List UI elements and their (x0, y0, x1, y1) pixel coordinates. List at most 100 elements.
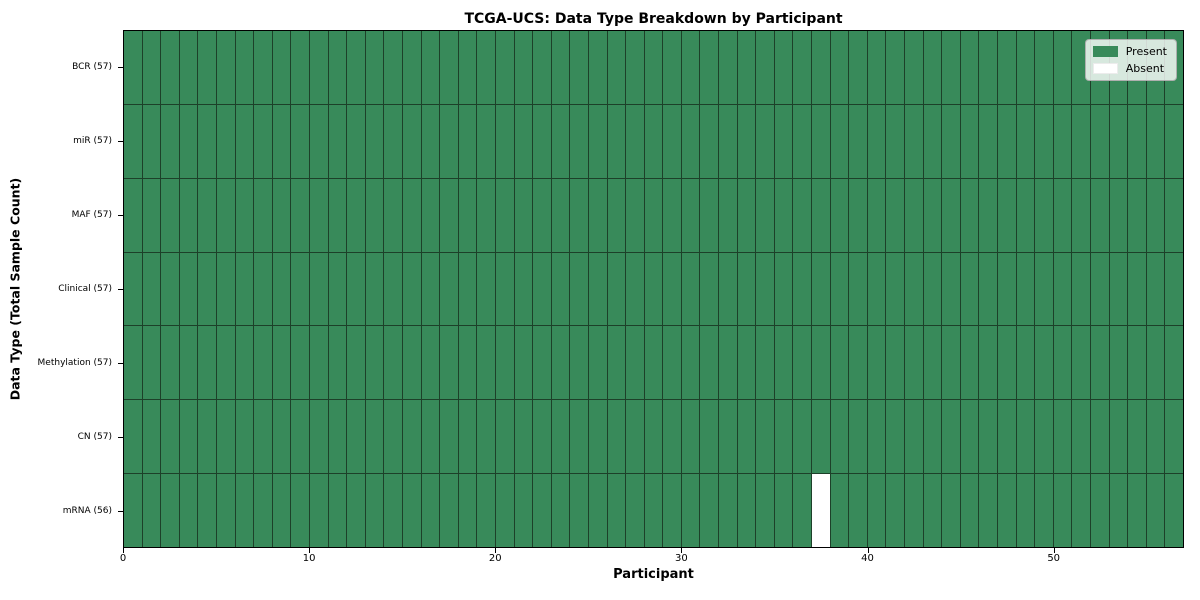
heatmap-cell (235, 31, 254, 104)
heatmap-cell (161, 400, 179, 474)
heatmap-cell (867, 178, 886, 252)
heatmap-cell (960, 104, 979, 178)
heatmap-cell (551, 326, 570, 400)
heatmap-cell (291, 252, 309, 326)
heatmap-cell (124, 252, 142, 326)
heatmap-cell (867, 326, 886, 400)
heatmap-cell (849, 474, 867, 547)
heatmap-cell (365, 104, 384, 178)
heatmap-cell (291, 104, 309, 178)
heatmap-cell (812, 178, 830, 252)
heatmap-cell (979, 31, 998, 104)
heatmap-cell (626, 104, 644, 178)
heatmap-cell (291, 474, 309, 547)
heatmap-cell (588, 474, 607, 547)
heatmap-cell (1053, 104, 1072, 178)
heatmap-cell (365, 178, 384, 252)
heatmap-cell (1146, 400, 1165, 474)
heatmap-cell (421, 474, 440, 547)
heatmap-cell (1072, 326, 1091, 400)
heatmap-cell (1109, 104, 1128, 178)
heatmap-cell (830, 104, 849, 178)
heatmap-cell (681, 252, 700, 326)
heatmap-cell (960, 326, 979, 400)
y-tick-mark (118, 215, 123, 216)
heatmap-cell (198, 31, 216, 104)
heatmap-cell (923, 474, 942, 547)
heatmap-cell (756, 400, 774, 474)
heatmap-cell (365, 326, 384, 400)
heatmap-cell (124, 326, 142, 400)
y-tick-label: mRNA (56) (62, 506, 112, 516)
heatmap-cell (719, 252, 737, 326)
heatmap-cell (663, 326, 681, 400)
heatmap-cell (142, 252, 161, 326)
y-tick-mark (118, 511, 123, 512)
heatmap-cell (533, 31, 551, 104)
heatmap-cell (124, 31, 142, 104)
heatmap-cell (1016, 31, 1035, 104)
heatmap-cell (886, 178, 905, 252)
y-tick-label: miR (57) (73, 136, 112, 146)
heatmap-cell (644, 474, 663, 547)
heatmap-cell (458, 326, 477, 400)
y-tick-label: BCR (57) (72, 62, 112, 72)
legend: Present Absent (1084, 39, 1177, 81)
heatmap-cell (402, 31, 421, 104)
heatmap-cell (533, 326, 551, 400)
heatmap-cell (979, 326, 998, 400)
heatmap-cell (272, 178, 291, 252)
heatmap-cell (923, 104, 942, 178)
heatmap-cell (235, 178, 254, 252)
heatmap-cell (700, 326, 719, 400)
heatmap-cell (607, 252, 626, 326)
heatmap-cell (254, 252, 272, 326)
heatmap-cell (588, 400, 607, 474)
heatmap-cell (774, 104, 793, 178)
heatmap-cell (756, 326, 774, 400)
heatmap-cell (886, 104, 905, 178)
heatmap-cell (440, 326, 458, 400)
heatmap-cell (905, 326, 923, 400)
y-tick-mark (118, 363, 123, 364)
heatmap-cell (440, 400, 458, 474)
x-tick-label: 50 (1047, 553, 1061, 564)
heatmap-cell (737, 31, 756, 104)
heatmap-cell (1053, 252, 1072, 326)
heatmap-cell (1035, 474, 1053, 547)
heatmap-cell (1109, 178, 1128, 252)
heatmap-cell (942, 31, 960, 104)
heatmap-cell (495, 104, 514, 178)
heatmap-cell (142, 31, 161, 104)
heatmap-cell (309, 326, 328, 400)
heatmap-cell (849, 178, 867, 252)
heatmap-cell (663, 252, 681, 326)
heatmap-cell (886, 400, 905, 474)
heatmap-cell (793, 104, 812, 178)
heatmap-cell (328, 178, 347, 252)
legend-label: Absent (1125, 62, 1165, 75)
heatmap-cell (998, 104, 1016, 178)
heatmap-cell (905, 31, 923, 104)
heatmap-cell (700, 178, 719, 252)
x-tick-mark (1053, 548, 1055, 553)
heatmap-cell (1109, 474, 1128, 547)
heatmap-cell (1109, 326, 1128, 400)
heatmap-cell (495, 326, 514, 400)
heatmap-cell (1128, 252, 1146, 326)
heatmap-cell (179, 326, 198, 400)
heatmap-cell (161, 326, 179, 400)
heatmap-cell (1072, 474, 1091, 547)
heatmap-cell (1053, 178, 1072, 252)
heatmap-cell (812, 104, 830, 178)
heatmap-cell (235, 474, 254, 547)
heatmap-cell (1165, 104, 1183, 178)
x-tick-mark (867, 548, 869, 553)
heatmap-cell (124, 104, 142, 178)
heatmap-cell (793, 31, 812, 104)
heatmap-cell (719, 326, 737, 400)
heatmap-cell (700, 252, 719, 326)
heatmap-cell (1146, 104, 1165, 178)
heatmap-cell (830, 400, 849, 474)
heatmap-cell (291, 31, 309, 104)
